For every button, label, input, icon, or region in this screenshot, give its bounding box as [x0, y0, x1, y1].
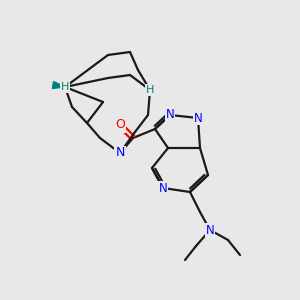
Polygon shape	[52, 82, 65, 88]
Text: N: N	[194, 112, 202, 124]
Text: N: N	[159, 182, 167, 194]
Text: O: O	[115, 118, 125, 131]
Text: N: N	[115, 146, 125, 160]
Text: N: N	[166, 109, 174, 122]
Text: H: H	[146, 85, 154, 95]
Text: N: N	[206, 224, 214, 236]
Text: H: H	[61, 82, 69, 92]
